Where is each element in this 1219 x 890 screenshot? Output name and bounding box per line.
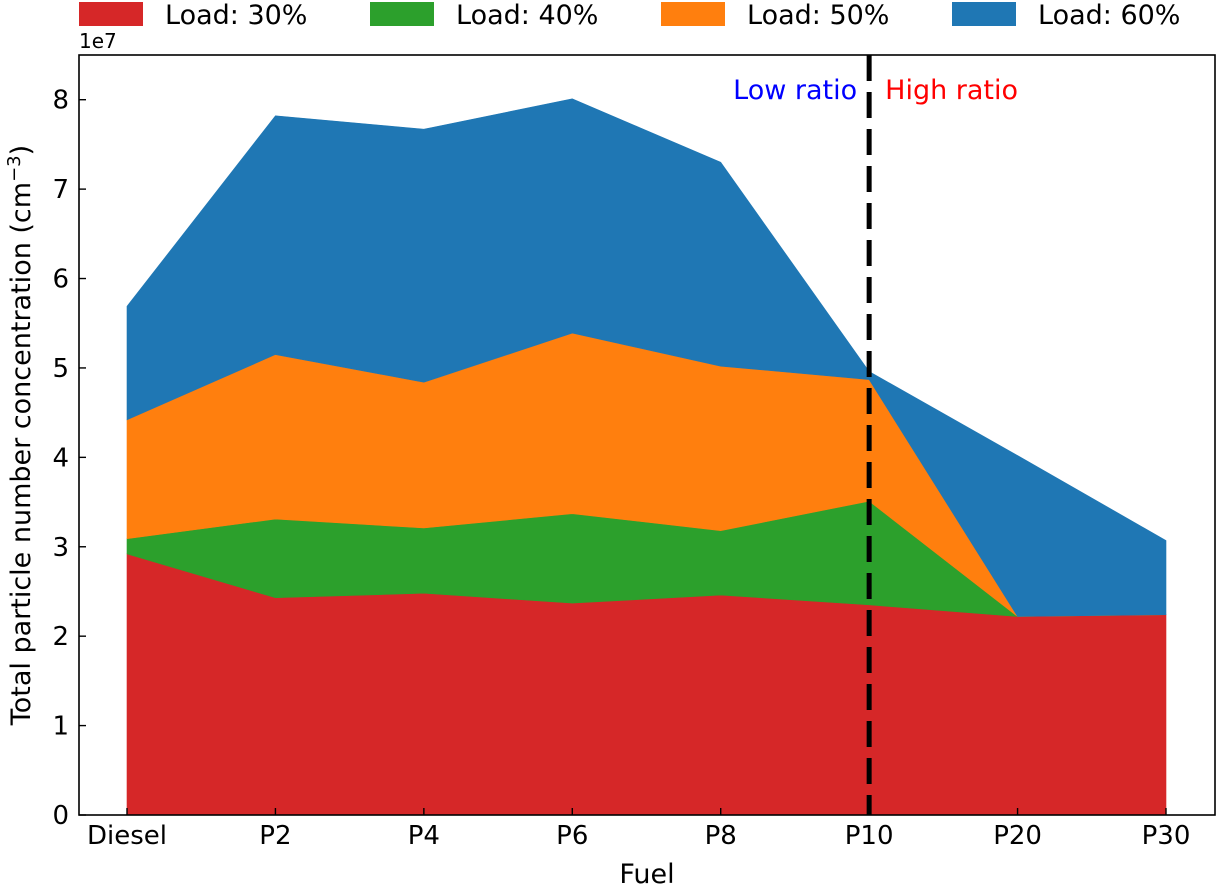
x-axis-label: Fuel	[619, 859, 674, 886]
x-tick-label: P10	[845, 821, 894, 851]
y-axis-label: Total particle number concentration (cm−…	[4, 145, 37, 726]
low-ratio-label: Low ratio	[733, 75, 857, 106]
plot-frame	[78, 54, 1216, 816]
y-tick-label: 0	[52, 801, 69, 831]
x-tick-label: Diesel	[87, 821, 167, 851]
y-tick-label: 3	[52, 533, 69, 563]
legend-label-load-30: Load: 30%	[165, 0, 307, 31]
x-tick-label: P30	[1142, 821, 1191, 851]
legend-swatch-load-40	[370, 2, 434, 26]
high-ratio-label: High ratio	[885, 75, 1018, 106]
area-series-load-60	[126, 98, 1167, 617]
legend-label-load-40: Load: 40%	[456, 0, 598, 31]
y-tick-label: 2	[52, 622, 69, 652]
legend-swatch-load-60	[952, 2, 1016, 26]
y-tick-label: 7	[52, 175, 69, 205]
x-tick-label: P8	[705, 821, 737, 851]
y-tick-label: 1	[52, 712, 69, 742]
legend-swatch-load-50	[661, 2, 725, 26]
x-tick-label: P4	[408, 821, 440, 851]
y-tick-label: 8	[52, 86, 69, 116]
y-tick-label: 6	[52, 265, 69, 295]
x-tick-label: P20	[993, 821, 1042, 851]
x-tick-label: P2	[259, 821, 291, 851]
y-tick-label: 5	[52, 354, 69, 384]
legend-swatch-load-30	[79, 2, 143, 26]
x-tick-label: P6	[556, 821, 588, 851]
legend-label-load-60: Load: 60%	[1038, 0, 1180, 31]
y-tick-label: 4	[52, 443, 69, 473]
y-offset-label: 1e7	[79, 29, 117, 53]
legend-label-load-50: Load: 50%	[747, 0, 889, 31]
